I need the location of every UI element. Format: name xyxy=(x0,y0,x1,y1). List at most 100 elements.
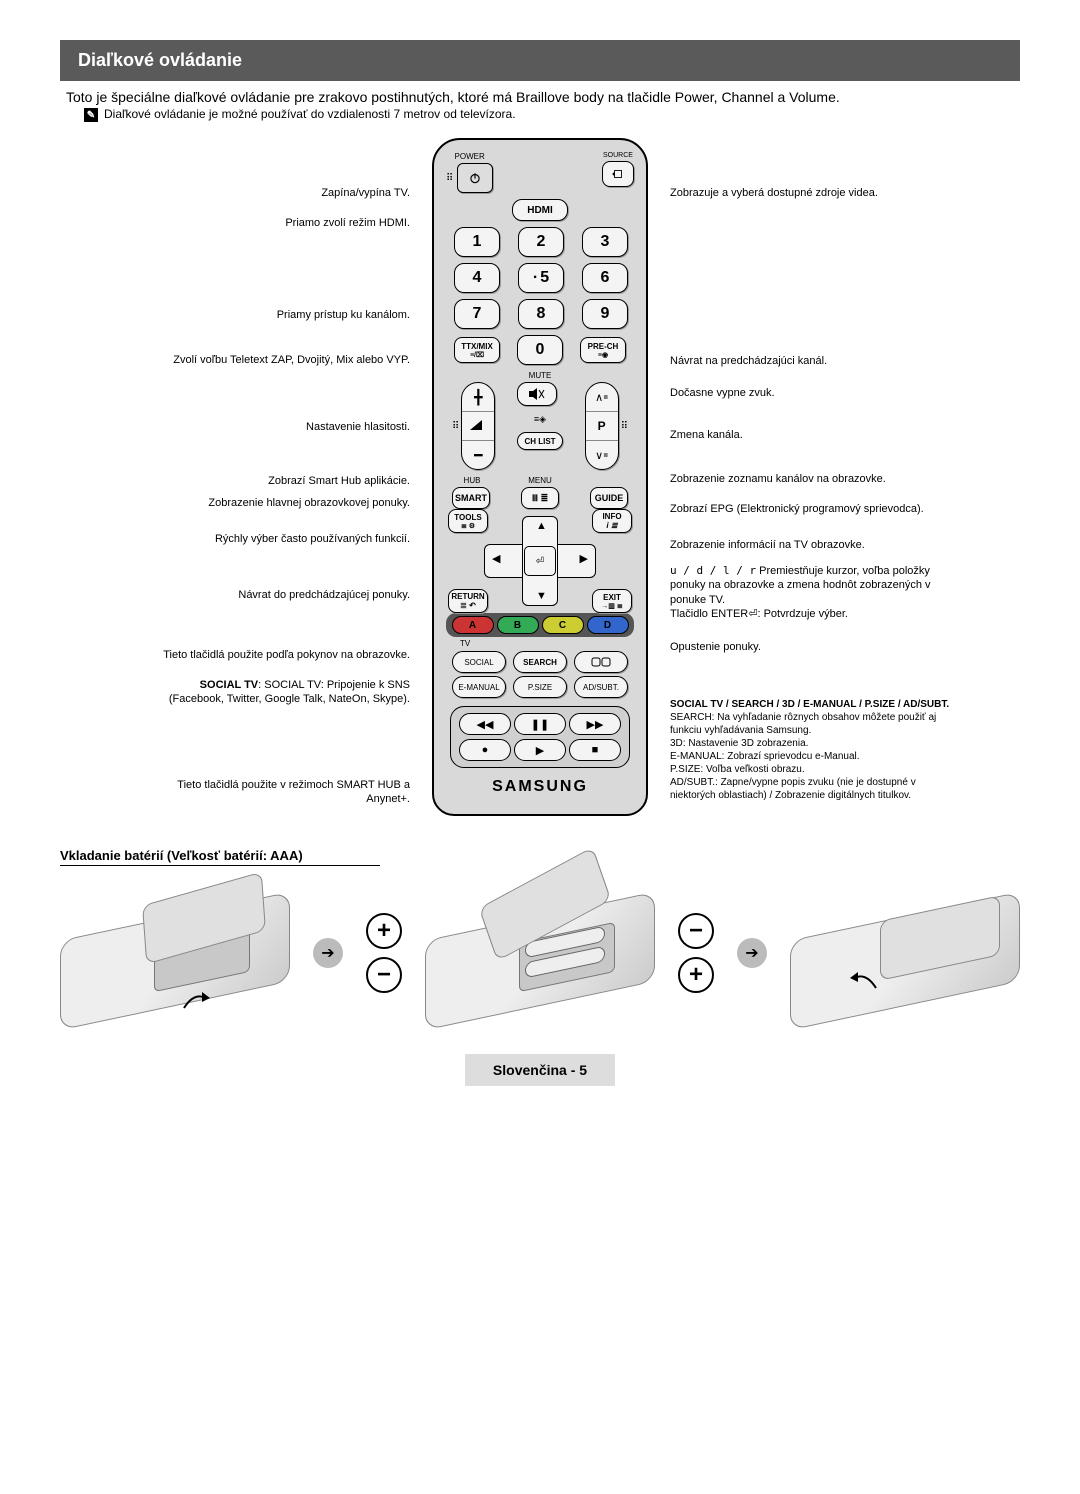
rewind-button[interactable]: ◀◀ xyxy=(459,713,511,735)
emanual-button[interactable]: E-MANUAL xyxy=(452,676,506,698)
brand-label: SAMSUNG xyxy=(446,778,634,796)
callout-source: Zobrazuje a vyberá dostupné zdroje videa… xyxy=(670,186,950,200)
return-button[interactable]: RETURN≣ ↶ xyxy=(448,589,488,613)
callout-chlist: Zobrazenie zoznamu kanálov na obrazovke. xyxy=(670,472,950,486)
enter-button[interactable]: ⏎ xyxy=(524,546,556,576)
color-c-button[interactable]: C xyxy=(542,616,584,634)
channel-rocker[interactable]: ∧ ≣ P ∨ ≣ xyxy=(585,382,619,470)
callout-arrows: u / d / l / r Premiestňuje kurzor, voľba… xyxy=(670,564,950,621)
num-0-button[interactable]: 0 xyxy=(517,335,563,365)
chlist-button[interactable]: CH LIST xyxy=(517,432,563,450)
num-2-button[interactable]: 2 xyxy=(518,227,564,257)
3d-button[interactable] xyxy=(574,651,628,673)
color-a-button[interactable]: A xyxy=(452,616,494,634)
record-button[interactable]: ● xyxy=(459,739,511,761)
ch-up-button[interactable]: ∧ ≣ xyxy=(586,383,618,411)
braille-ch-icon: ⠿ xyxy=(621,421,628,432)
braille-dots-icon: ⠿ xyxy=(446,173,453,184)
play-button[interactable]: ▶ xyxy=(514,739,566,761)
dpad-down-button[interactable]: ▼ xyxy=(536,590,547,602)
battery-step-1 xyxy=(60,878,290,1028)
source-button[interactable] xyxy=(602,161,634,187)
cover-arrow-icon xyxy=(180,988,210,1018)
color-buttons: A B C D xyxy=(446,613,634,637)
callout-menu: Zobrazenie hlavnej obrazovkovej ponuky. xyxy=(160,496,410,510)
num-6-button[interactable]: 6 xyxy=(582,263,628,293)
info-icon: i ≣ xyxy=(606,521,617,530)
num-5-button[interactable]: 5 xyxy=(518,263,564,293)
callout-social: SOCIAL TV: SOCIAL TV: Pripojenie k SNS (… xyxy=(160,678,410,707)
search-button[interactable]: SEARCH xyxy=(513,651,567,673)
note: ✎ Diaľkové ovládanie je možné používať d… xyxy=(60,107,1020,122)
remote-diagram: Zapína/vypína TV. Priamo zvolí režim HDM… xyxy=(60,138,1020,816)
color-b-button[interactable]: B xyxy=(497,616,539,634)
info-button[interactable]: INFOi ≣ xyxy=(592,509,632,533)
prech-icon: ≡◉ xyxy=(598,351,608,359)
callout-play: Tieto tlačidlá použite v režimoch SMART … xyxy=(160,778,410,807)
battery-title: Vkladanie batérií (Veľkosť batérií: AAA) xyxy=(60,848,1020,863)
info-label: INFO xyxy=(602,512,621,521)
dpad-up-button[interactable]: ▲ xyxy=(536,520,547,532)
tv-label: TV xyxy=(460,639,634,648)
prech-button[interactable]: PRE-CH≡◉ xyxy=(580,337,626,363)
callout-exit: Opustenie ponuky. xyxy=(670,640,950,654)
callout-color: Tieto tlačidlá použite podľa pokynov na … xyxy=(160,648,410,662)
guide-button[interactable]: GUIDE xyxy=(590,487,628,509)
fastfwd-button[interactable]: ▶▶ xyxy=(569,713,621,735)
pause-button[interactable]: ❚❚ xyxy=(514,713,566,735)
battery-steps: ➔ + − − + ➔ xyxy=(60,878,1020,1028)
volume-rocker[interactable]: ╋ ━ xyxy=(461,382,495,470)
tools-button[interactable]: TOOLS≣ ⚙ xyxy=(448,509,488,533)
num-1-button[interactable]: 1 xyxy=(454,227,500,257)
intro-text: Toto je špeciálne diaľkové ovládanie pre… xyxy=(60,89,1020,105)
adsubt-button[interactable]: AD/SUBT. xyxy=(574,676,628,698)
power-icon xyxy=(468,171,482,185)
num-4-button[interactable]: 4 xyxy=(454,263,500,293)
exit-icon: →▥ ≣ xyxy=(601,602,622,610)
tools-label: TOOLS xyxy=(454,513,481,522)
social-button[interactable]: SOCIAL xyxy=(452,651,506,673)
callout-vol: Nastavenie hlasitosti. xyxy=(160,420,410,434)
battery-step-2 xyxy=(425,878,655,1028)
exit-button[interactable]: EXIT→▥ ≣ xyxy=(592,589,632,613)
exit-label: EXIT xyxy=(603,593,621,602)
battery-rule xyxy=(60,865,380,866)
num-9-button[interactable]: 9 xyxy=(582,299,628,329)
callout-ch: Zmena kanála. xyxy=(670,428,950,442)
dpad-left-button[interactable]: ◀ xyxy=(492,552,500,565)
smart-button[interactable]: SMART xyxy=(452,487,490,509)
source-icon xyxy=(611,167,625,181)
braille-vol-icon: ⠿ xyxy=(452,421,459,432)
psize-button[interactable]: P.SIZE xyxy=(513,676,567,698)
battery-step-3 xyxy=(790,878,1020,1028)
mute-button[interactable] xyxy=(517,382,557,406)
step-arrow-2-icon: ➔ xyxy=(737,938,767,968)
remote-body: POWER ⠿ SOURCE HDMI 1 2 3 4 5 xyxy=(432,138,648,816)
stop-button[interactable]: ■ xyxy=(569,739,621,761)
hdmi-button[interactable]: HDMI xyxy=(512,199,568,221)
power-button[interactable] xyxy=(457,163,493,193)
callout-power: Zapína/vypína TV. xyxy=(160,186,410,200)
p-label: P xyxy=(586,411,618,441)
callout-3d-text: 3D: Nastavenie 3D zobrazenia. xyxy=(670,737,950,750)
prech-label: PRE-CH xyxy=(588,342,619,351)
menu-button[interactable]: Ⅲ ≣ xyxy=(521,487,559,509)
num-3-button[interactable]: 3 xyxy=(582,227,628,257)
ttx-label: TTX/MIX xyxy=(461,342,493,351)
num-7-button[interactable]: 7 xyxy=(454,299,500,329)
callout-adsubt-text: AD/SUBT.: Zapne/vypne popis zvuku (nie j… xyxy=(670,776,950,802)
callout-prech: Návrat na predchádzajúci kanál. xyxy=(670,354,950,368)
power-label: POWER xyxy=(446,152,493,161)
callout-guide: Zobrazí EPG (Elektronický programový spr… xyxy=(670,502,950,516)
callout-info: Zobrazenie informácií na TV obrazovke. xyxy=(670,538,950,552)
callout-tools: Rýchly výber často používaných funkcií. xyxy=(160,532,410,546)
num-8-button[interactable]: 8 xyxy=(518,299,564,329)
dpad: ▲ ▼ ◀ ▶ ⏎ xyxy=(484,516,596,606)
callout-smart: Zobrazí Smart Hub aplikácie. xyxy=(160,474,410,488)
color-d-button[interactable]: D xyxy=(587,616,629,634)
vol-up-button[interactable]: ╋ xyxy=(462,383,494,411)
vol-down-button[interactable]: ━ xyxy=(462,441,494,469)
dpad-right-button[interactable]: ▶ xyxy=(580,552,588,565)
ch-down-button[interactable]: ∨ ≣ xyxy=(586,441,618,469)
ttx-button[interactable]: TTX/MIX≡/⌧ xyxy=(454,337,500,363)
